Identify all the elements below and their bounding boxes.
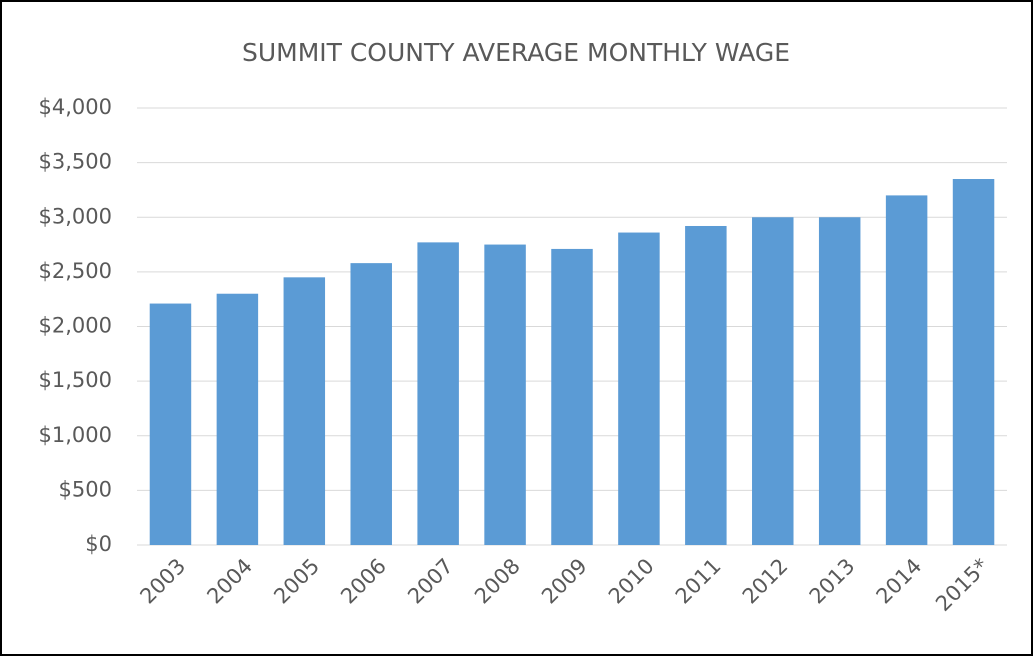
bar [283,277,326,545]
y-tick-label: $0 [85,532,112,556]
bar [216,293,259,545]
y-tick-label: $2,500 [39,259,112,283]
bar [618,232,660,546]
y-tick-label: $3,500 [39,150,112,174]
y-tick-label: $3,000 [39,204,112,228]
bar [885,195,928,545]
y-tick-label: $1,500 [39,368,112,392]
bar [551,248,593,545]
bar [417,242,459,545]
y-tick-label: $500 [59,477,112,501]
y-tick-label: $1,000 [39,423,112,447]
bar [484,244,526,545]
bar [752,217,794,545]
bar [952,179,995,545]
y-tick-label: $2,000 [39,314,112,338]
bar [149,303,192,545]
bar [818,217,861,545]
bar [350,263,392,545]
chart-title: SUMMIT COUNTY AVERAGE MONTHLY WAGE [242,38,790,67]
bar [685,225,727,546]
y-tick-label: $4,000 [39,95,112,119]
